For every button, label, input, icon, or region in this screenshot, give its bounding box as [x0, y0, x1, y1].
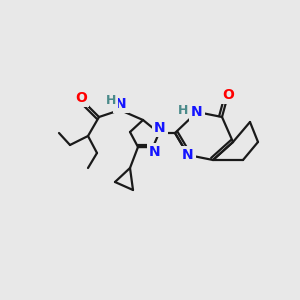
Text: N: N — [115, 97, 127, 111]
Text: H: H — [106, 94, 116, 106]
Text: N: N — [154, 121, 166, 135]
Text: N: N — [191, 105, 203, 119]
Text: N: N — [182, 148, 194, 162]
Text: N: N — [149, 145, 161, 159]
Text: H: H — [178, 103, 188, 116]
Text: O: O — [75, 91, 87, 105]
Text: O: O — [222, 88, 234, 102]
Text: H: H — [177, 103, 187, 116]
